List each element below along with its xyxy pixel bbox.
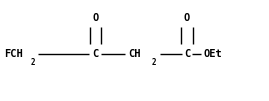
Text: FCH: FCH [4,48,23,59]
Text: 2: 2 [151,58,156,67]
Text: O: O [184,13,190,23]
Text: C: C [184,48,190,59]
Text: C: C [92,48,99,59]
Text: OEt: OEt [203,48,222,59]
Text: CH: CH [128,48,140,59]
Text: O: O [92,13,99,23]
Text: 2: 2 [31,58,36,67]
